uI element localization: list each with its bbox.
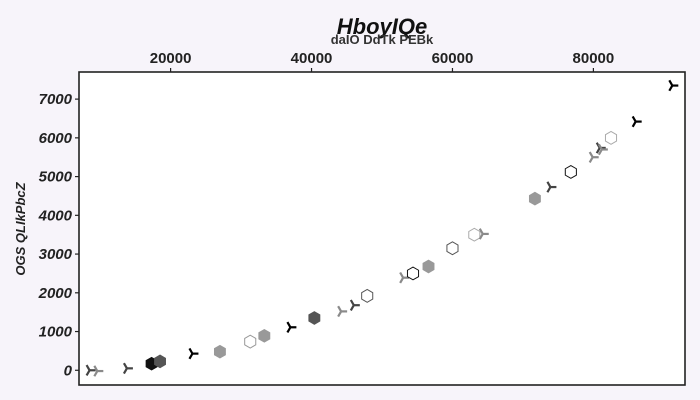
data-point xyxy=(122,362,133,375)
x-tick-label: 60000 xyxy=(432,50,474,67)
y-tick-label: 5000 xyxy=(39,169,73,186)
data-point xyxy=(308,311,321,325)
y-tick-label: 4000 xyxy=(38,207,73,224)
y-tick-label: 3000 xyxy=(39,246,73,263)
data-point xyxy=(564,164,577,179)
data-point xyxy=(244,334,257,349)
data-point xyxy=(546,181,557,193)
data-point xyxy=(154,354,166,369)
y-tick-label: 1000 xyxy=(39,324,73,341)
data-point xyxy=(588,151,599,163)
data-point xyxy=(597,143,608,156)
data-point xyxy=(361,288,374,303)
data-point xyxy=(468,227,481,242)
x-axis-label: daIO DdTk PEBk xyxy=(331,32,434,47)
data-point xyxy=(422,259,435,274)
data-point xyxy=(188,347,199,360)
data-point xyxy=(446,241,459,256)
y-tick-label: 7000 xyxy=(39,91,73,108)
x-ticks: 20000 40000 60000 80000 xyxy=(150,50,615,72)
x-tick-label: 80000 xyxy=(573,50,615,67)
data-point xyxy=(399,271,410,284)
data-point xyxy=(406,266,420,281)
plot-area xyxy=(78,71,686,386)
scatter-points xyxy=(85,79,679,377)
x-tick-label: 20000 xyxy=(150,50,192,67)
data-point xyxy=(528,191,541,206)
y-tick-label: 2000 xyxy=(38,285,73,302)
y-tick-label: 6000 xyxy=(39,130,73,147)
data-point xyxy=(337,305,348,318)
data-point xyxy=(478,228,489,240)
chart-title: HboyIQe xyxy=(337,14,427,39)
x-tick-label: 40000 xyxy=(291,50,333,67)
y-tick-label: 0 xyxy=(64,362,73,379)
y-ticks: 0 1000 2000 3000 4000 5000 6000 7000 xyxy=(38,91,79,379)
data-point xyxy=(668,79,679,92)
y-axis-label: OGS QLIkPbcZ xyxy=(13,181,28,275)
data-point xyxy=(85,364,96,377)
data-point xyxy=(93,365,104,377)
data-point xyxy=(349,299,360,311)
data-point xyxy=(604,130,618,145)
data-point xyxy=(258,328,271,343)
data-point xyxy=(213,344,226,359)
data-point xyxy=(631,115,642,128)
data-point xyxy=(286,321,297,334)
